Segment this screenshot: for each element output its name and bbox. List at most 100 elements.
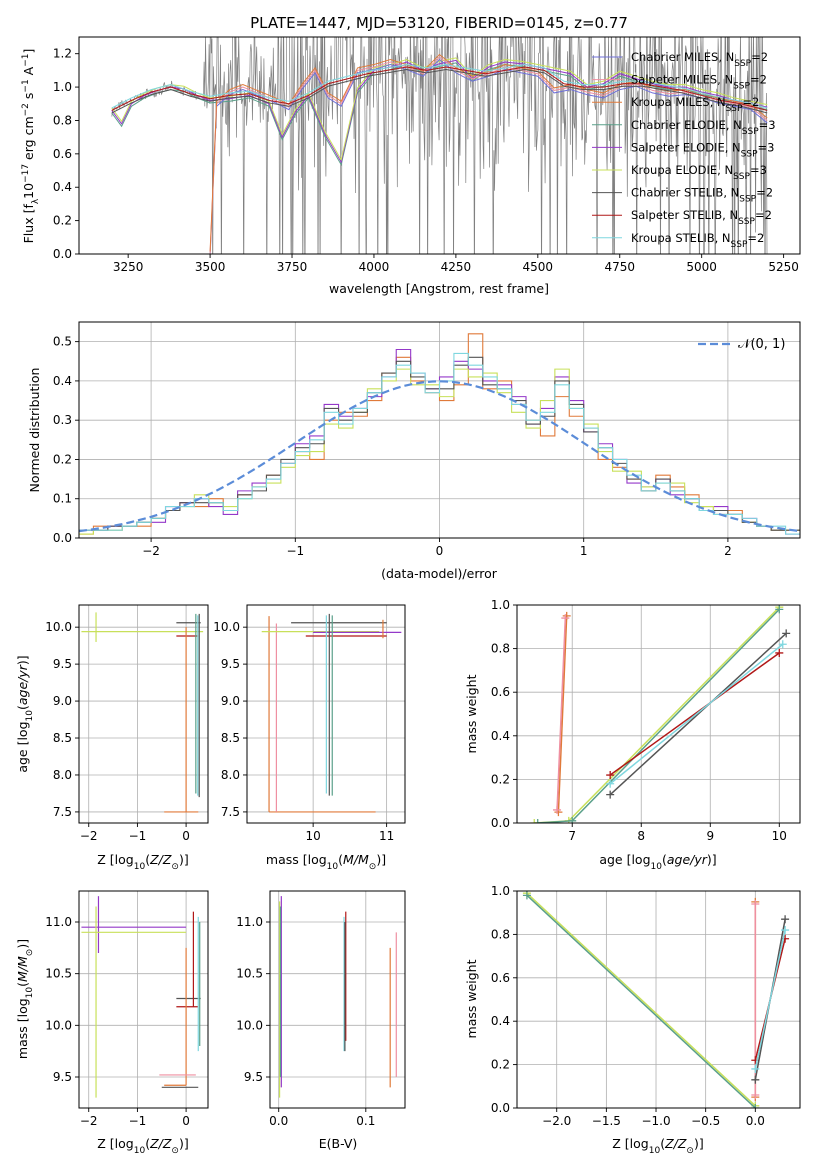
series-line (609, 632, 787, 796)
x-tick-label: 9 (706, 829, 714, 843)
y-tick-label: 0.4 (53, 374, 72, 388)
histogram-axes: −2 −1 0 1 2 0.0 0.1 0.2 0.3 0.4 0.5 (53, 321, 801, 558)
x-tick-label: 4250 (441, 260, 472, 274)
y-tick-label: 9.5 (221, 657, 240, 671)
x-tick-label: 4000 (359, 260, 390, 274)
series-line (754, 929, 786, 1070)
legend-normal: 𝒩(0, 1) (698, 337, 785, 352)
age-z-axes: −2 −1 0 7.5 8.0 8.5 9.0 9.5 10.0 (45, 604, 209, 843)
axes-frame (269, 890, 406, 1109)
y-tick-label: 10.0 (45, 620, 72, 634)
y-axis-label: age [log10(age/yr)] (15, 655, 35, 772)
data-point (606, 771, 615, 780)
legend-entry: Chabrier MILES, NSSP=2 (631, 50, 768, 69)
y-tick-label: 0.6 (53, 147, 72, 161)
spectrum-data (111, 37, 768, 254)
y-tick-label: 11.0 (45, 915, 72, 929)
series-line (609, 652, 780, 776)
axes-frame (246, 604, 406, 824)
data-point (751, 1090, 760, 1099)
weight-z-axes: −2.0 −1.5 −1.0 −0.5 0.0 0.0 0.2 0.4 0.6 0.8 1.0 (491, 884, 801, 1128)
y-tick-label: 8.5 (221, 731, 240, 745)
y-tick-label: 0.0 (53, 247, 72, 261)
data-point (522, 891, 531, 900)
chart-title: PLATE=1447, MJD=53120, FIBERID=0145, z=0… (250, 14, 628, 32)
legend-entry: Salpeter MILES, NSSP=2 (631, 73, 767, 92)
data-point (781, 926, 790, 935)
plot-area (79, 891, 208, 1108)
x-tick-label: 10 (772, 829, 787, 843)
model-fit-line (111, 66, 768, 111)
y-tick-label: 7.5 (53, 805, 72, 819)
y-tick-label: 0.8 (491, 642, 510, 656)
x-tick-label: 0.0 (746, 1114, 765, 1128)
y-tick-label: 0.0 (491, 1101, 510, 1115)
y-tick-label: 0.2 (491, 772, 510, 786)
x-axis-label: Z [log10(Z/Z⊙)] (97, 1136, 188, 1156)
legend-entry: Salpeter ELODIE, NSSP=3 (631, 140, 774, 159)
y-axis-label: Normed distribution (27, 368, 42, 493)
x-tick-label: 0.1 (356, 1114, 375, 1128)
y-tick-label: 1.0 (53, 80, 72, 94)
plot-area (270, 891, 405, 1108)
x-tick-label: −0.5 (691, 1114, 720, 1128)
y-tick-label: 9.5 (53, 1070, 72, 1084)
series-line (556, 618, 567, 810)
x-axis-label: E(B-V) (319, 1136, 358, 1151)
weight-age-axes: 7 8 9 10 0.0 0.2 0.4 0.6 0.8 1.0 (491, 598, 801, 843)
x-tick-label: −2.0 (542, 1114, 571, 1128)
y-tick-label: 0.2 (53, 214, 72, 228)
x-tick-label: 3750 (277, 260, 308, 274)
plot-area (79, 605, 208, 823)
data-point (530, 819, 539, 823)
x-tick-label: 0 (436, 544, 444, 558)
x-tick-label: −1.0 (641, 1114, 670, 1128)
legend-entry: Kroupa MILES, NSSP=2 (631, 95, 759, 114)
y-axis-label: mass weight (464, 959, 479, 1038)
data-point (751, 1075, 760, 1084)
y-axis-label: Flux [fλ10−17 erg cm−2 s−1 A−1] (21, 49, 41, 244)
y-tick-label: 9.0 (53, 694, 72, 708)
x-axis-label: age [log10(age/yr)] (599, 852, 716, 872)
data-point (781, 934, 790, 943)
axes-frame (78, 604, 209, 824)
y-tick-label: 10.5 (236, 967, 263, 981)
x-axis-label: Z [log10(Z/Z⊙)] (612, 1136, 703, 1156)
y-axis-label: mass [log10(M/M⊙)] (15, 939, 35, 1059)
legend-entry: Kroupa ELODIE, NSSP=3 (631, 163, 767, 182)
data-point (533, 819, 542, 823)
series-line (537, 608, 780, 823)
x-tick-label: 0 (182, 829, 190, 843)
y-tick-label: 0.6 (491, 685, 510, 699)
legend-entry: 𝒩(0, 1) (738, 337, 785, 352)
series-line (557, 615, 568, 813)
y-tick-label: 8.0 (53, 768, 72, 782)
x-tick-label: 3500 (195, 260, 226, 274)
series-line (526, 894, 756, 1108)
plot-area (517, 891, 800, 1108)
x-tick-label: 7 (568, 829, 576, 843)
x-tick-label: 4500 (523, 260, 554, 274)
legend-entry: Kroupa STELIB, NSSP=2 (631, 231, 764, 250)
axes-frame (78, 36, 801, 255)
x-tick-label: 5000 (686, 260, 717, 274)
data-point (553, 805, 562, 814)
y-tick-label: 0.6 (491, 971, 510, 985)
x-tick-label: −1 (129, 1114, 147, 1128)
y-tick-label: 10.0 (236, 1018, 263, 1032)
x-tick-label: −2 (80, 1114, 98, 1128)
grid (79, 605, 208, 823)
data-point (775, 605, 784, 614)
series-line (526, 892, 756, 1107)
model-fit-line (209, 56, 768, 254)
x-tick-label: 0 (182, 1114, 190, 1128)
y-tick-label: 11.0 (236, 915, 263, 929)
spectrum-axes: 3250 3500 3750 4000 4250 4500 4750 5000 5250 0.0 0… (53, 36, 801, 274)
y-tick-label: 9.0 (221, 694, 240, 708)
x-tick-label: 5250 (768, 260, 799, 274)
grid (79, 322, 800, 538)
y-tick-label: 0.8 (491, 927, 510, 941)
y-tick-label: 10.0 (213, 620, 240, 634)
y-tick-label: 8.0 (221, 768, 240, 782)
